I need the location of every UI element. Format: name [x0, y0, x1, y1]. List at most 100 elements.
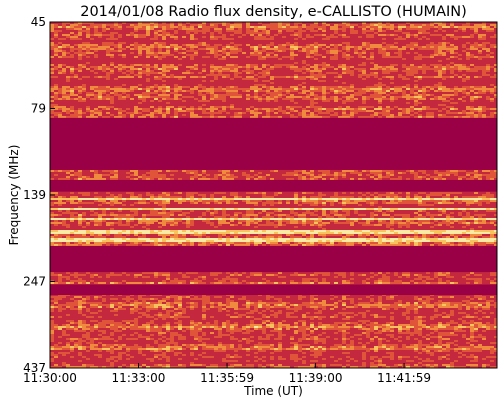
spectrogram-cell	[154, 54, 158, 56]
spectrogram-cell	[194, 32, 198, 34]
spectrogram-cell	[158, 170, 162, 172]
spectrogram-cell	[114, 92, 118, 94]
spectrogram-cell	[434, 66, 438, 68]
spectrogram-cell	[414, 86, 418, 88]
spectrogram-cell	[406, 96, 410, 98]
spectrogram-cell	[186, 34, 190, 36]
spectrogram-cell	[410, 178, 414, 180]
spectrogram-cell	[206, 98, 210, 100]
spectrogram-cell	[254, 52, 258, 54]
spectrogram-cell	[486, 22, 490, 24]
spectrogram-cell	[330, 98, 334, 100]
spectrogram-cell	[398, 86, 402, 88]
spectrogram-cell	[238, 72, 242, 74]
spectrogram-cell	[58, 192, 62, 194]
spectrogram-cell	[446, 64, 450, 66]
spectrogram-cell	[178, 88, 182, 90]
spectrogram-cell	[62, 56, 66, 58]
spectrogram-cell	[422, 92, 426, 94]
spectrogram-cell	[234, 50, 238, 52]
spectrogram-cell	[318, 88, 322, 90]
spectrogram-cell	[454, 30, 458, 32]
spectrogram-cell	[182, 178, 186, 180]
spectrogram-cell	[386, 76, 390, 78]
spectrogram-cell	[254, 100, 258, 102]
spectrogram-cell	[486, 96, 490, 98]
spectrogram-cell	[290, 56, 294, 58]
spectrogram-cell	[118, 100, 122, 102]
spectrogram-cell	[394, 76, 398, 78]
spectrogram-cell	[62, 26, 66, 28]
spectrogram-cell	[438, 64, 442, 66]
spectrogram-cell	[438, 56, 442, 58]
spectrogram-cell	[218, 40, 222, 42]
spectrogram-cell	[382, 34, 386, 36]
spectrogram-cell	[306, 46, 310, 48]
spectrogram-cell	[70, 74, 74, 76]
spectrogram-cell	[90, 194, 94, 196]
spectrogram-cell	[234, 52, 238, 54]
spectrogram-cell	[226, 74, 230, 76]
spectrogram-cell	[470, 96, 474, 98]
spectrogram-cell	[226, 64, 230, 66]
spectrogram-cell	[250, 90, 254, 92]
spectrogram-cell	[110, 24, 114, 26]
spectrogram-cell	[118, 86, 122, 88]
spectrogram-cell	[258, 112, 262, 114]
spectrogram-cell	[338, 116, 342, 118]
spectrogram-cell	[94, 174, 98, 176]
spectrogram-cell	[278, 46, 282, 48]
spectrogram-cell	[310, 104, 314, 106]
spectrogram-cell	[318, 56, 322, 58]
spectrogram-cell	[126, 76, 130, 78]
spectrogram-cell	[402, 46, 406, 48]
spectrogram-cell	[446, 70, 450, 72]
spectrogram-cell	[238, 54, 242, 56]
spectrogram-cell	[258, 68, 262, 70]
spectrogram-cell	[166, 46, 170, 48]
spectrogram-cell	[114, 178, 118, 180]
spectrogram-cell	[334, 100, 338, 102]
spectrogram-cell	[58, 52, 62, 54]
spectrogram-cell	[270, 24, 274, 26]
spectrogram-cell	[454, 94, 458, 96]
spectrogram-cell	[298, 52, 302, 54]
spectrogram-cell	[246, 62, 250, 64]
spectrogram-cell	[234, 42, 238, 44]
spectrogram-cell	[198, 54, 202, 56]
spectrogram-cell	[106, 44, 110, 46]
spectrogram-cell	[330, 102, 334, 104]
spectrogram-cell	[162, 34, 166, 36]
spectrogram-cell	[242, 22, 246, 24]
spectrogram-cell	[58, 96, 62, 98]
spectrogram-cell	[454, 108, 458, 110]
spectrogram-cell	[438, 106, 442, 108]
spectrogram-cell	[298, 106, 302, 108]
spectrogram-cell	[242, 50, 246, 52]
spectrogram-cell	[98, 22, 102, 24]
spectrogram-cell	[338, 42, 342, 44]
spectrogram-cell	[122, 40, 126, 42]
spectrogram-cell	[66, 66, 70, 68]
spectrogram-cell	[254, 64, 258, 66]
spectrogram-cell	[322, 80, 326, 82]
spectrogram-cell	[182, 110, 186, 112]
spectrogram-cell	[310, 36, 314, 38]
spectrogram-cell	[286, 70, 290, 72]
spectrogram-cell	[66, 64, 70, 66]
spectrogram-cell	[214, 68, 218, 70]
spectrogram-cell	[478, 116, 482, 118]
spectrogram-cell	[174, 64, 178, 66]
spectrogram-cell	[210, 26, 214, 28]
spectrogram-cell	[402, 44, 406, 46]
spectrogram-cell	[86, 80, 90, 82]
spectrogram-cell	[482, 170, 486, 172]
spectrogram-cell	[354, 176, 358, 178]
spectrogram-cell	[58, 68, 62, 70]
spectrogram-cell	[98, 92, 102, 94]
spectrogram-cell	[106, 38, 110, 40]
spectrogram-cell	[82, 88, 86, 90]
spectrogram-cell	[198, 44, 202, 46]
spectrogram-cell	[222, 176, 226, 178]
spectrogram-cell	[210, 38, 214, 40]
